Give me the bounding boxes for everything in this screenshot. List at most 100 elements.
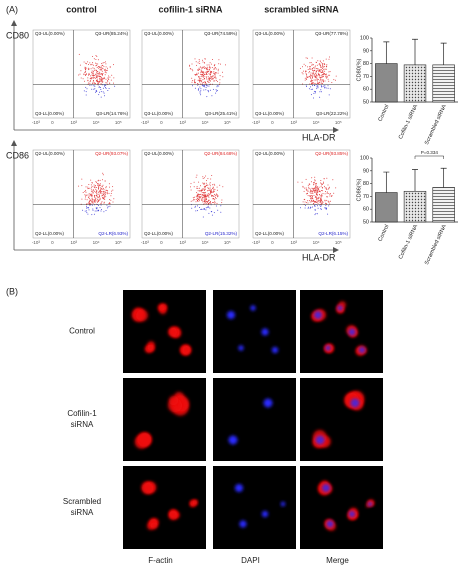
event-dot [211, 195, 212, 197]
row-label: Cofilin-1 [67, 409, 97, 418]
nucleus-stain [313, 310, 323, 320]
event-dot [191, 68, 193, 70]
event-dot [94, 200, 96, 202]
event-dot [318, 196, 320, 198]
event-dot [318, 194, 320, 196]
event-dot [104, 180, 106, 182]
event-dot [102, 174, 104, 176]
event-dot [93, 58, 95, 60]
event-dot [101, 73, 102, 75]
event-dot [195, 61, 197, 63]
event-dot [97, 191, 99, 193]
event-dot [203, 183, 205, 185]
event-dot [305, 70, 307, 72]
event-dot [317, 188, 319, 189]
event-dot [208, 203, 209, 205]
event-dot [307, 66, 309, 68]
axis-tick-label: 10⁴ [313, 240, 320, 245]
event-dot [110, 79, 112, 81]
event-dot [99, 184, 101, 186]
event-dot [310, 80, 312, 82]
event-dot [213, 212, 215, 214]
event-dot [100, 87, 101, 89]
event-dot [316, 79, 318, 80]
event-dot [200, 197, 202, 199]
axis-tick-label: 10⁴ [202, 120, 209, 125]
event-dot [88, 68, 90, 70]
event-dot [198, 187, 200, 189]
event-dot [316, 68, 317, 70]
plot-frame [32, 29, 131, 119]
event-dot [208, 196, 210, 198]
event-dot [90, 64, 92, 66]
event-dot [320, 208, 322, 210]
event-dot [92, 208, 94, 210]
event-dot [96, 190, 98, 192]
event-dot [312, 80, 314, 82]
quadrant-label: Q2-LR(6.93%) [98, 231, 128, 236]
event-dot [105, 189, 107, 191]
event-dot [100, 69, 102, 71]
event-dot [324, 85, 326, 87]
event-dot [317, 190, 319, 192]
event-dot [109, 76, 111, 78]
event-dot [212, 202, 214, 203]
event-dot [313, 194, 315, 196]
event-dot [197, 84, 199, 86]
quadrant-label: Q2-UR(84.68%) [204, 151, 237, 156]
event-dot [104, 71, 106, 73]
event-dot [214, 67, 216, 69]
event-dot [205, 196, 207, 198]
event-dot [328, 205, 330, 207]
event-dot [80, 77, 82, 79]
event-dot [103, 92, 105, 94]
axis-tick-label: -10³ [252, 120, 261, 125]
event-dot [101, 70, 103, 72]
event-dot [97, 66, 99, 67]
event-dot [209, 201, 211, 203]
event-dot [319, 191, 321, 193]
event-dot [96, 192, 97, 194]
event-dot [91, 200, 92, 202]
error-bar [412, 169, 418, 192]
event-dot [302, 185, 304, 187]
event-dot [217, 81, 218, 83]
axis-tick-label: 10³ [179, 120, 186, 125]
event-dot [313, 67, 315, 69]
event-dot [87, 61, 89, 63]
plot-frame [32, 149, 131, 239]
event-dot [326, 199, 328, 201]
y-tick-label: 60 [363, 207, 369, 213]
event-dot [94, 197, 96, 199]
event-dot [198, 197, 200, 199]
quadrant-label: Q3-LR(14.76%) [96, 111, 129, 116]
event-dot [314, 187, 316, 189]
event-dot [310, 189, 312, 191]
category-label: Scrambled siRNA [424, 104, 448, 146]
event-dot [102, 179, 103, 181]
event-dot [87, 197, 89, 198]
event-dot [317, 83, 319, 84]
event-dot [328, 187, 330, 189]
event-dot [90, 179, 92, 181]
event-dot [103, 195, 105, 197]
event-dot [212, 75, 213, 77]
event-dot [207, 85, 209, 87]
event-dot [217, 196, 218, 198]
event-dot [202, 82, 203, 84]
event-dot [199, 78, 201, 80]
event-dot [322, 67, 324, 69]
event-dot [195, 201, 197, 203]
event-dot [200, 190, 202, 192]
event-dot [321, 70, 323, 72]
event-dot [99, 190, 100, 192]
event-dot [113, 82, 114, 84]
event-dot [323, 81, 324, 83]
event-dot [325, 188, 327, 190]
event-dot [99, 80, 101, 82]
event-dot [104, 95, 105, 97]
event-dot [85, 196, 86, 198]
event-dot [320, 89, 322, 91]
event-dot [308, 183, 310, 185]
event-dot [304, 77, 306, 79]
